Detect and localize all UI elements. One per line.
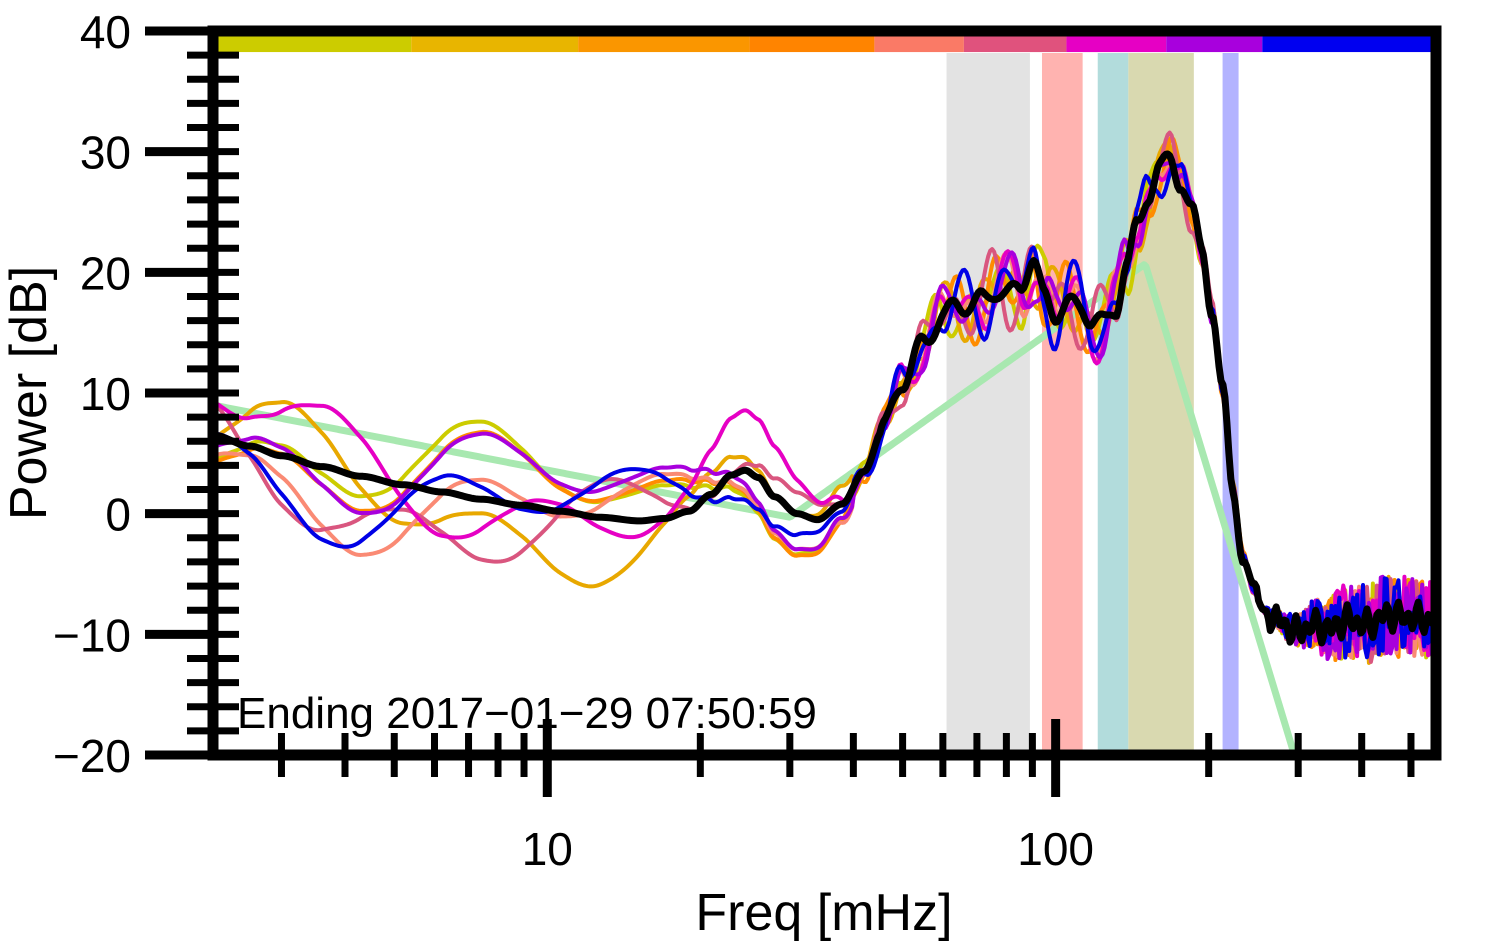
x-tick-label-100: 100 (1017, 823, 1094, 875)
y-tick-label-30: 30 (80, 127, 131, 179)
y-axis-tick-labels: −20 −10 0 10 20 30 40 (53, 6, 131, 782)
y-tick-label-10: 10 (80, 368, 131, 420)
y-axis-title: Power [dB] (0, 266, 58, 520)
spectra-curves-group (213, 130, 1436, 755)
colorbar-segment-2 (578, 35, 750, 53)
colorbar-segment-6 (1066, 35, 1167, 53)
y-tick-label-0: 0 (105, 489, 131, 541)
band-teal (1097, 53, 1129, 755)
band-periwinkle (1222, 53, 1239, 755)
y-axis-ticks (145, 26, 239, 760)
colorbar-segment-8 (1262, 35, 1436, 53)
colorbar-segment-3 (749, 35, 875, 53)
x-axis-tick-labels: 10 100 (522, 823, 1094, 875)
x-axis-ticks (277, 719, 1415, 797)
curve-mean (213, 150, 1436, 647)
x-tick-label-10: 10 (522, 823, 573, 875)
frequency-colorbar (213, 35, 1436, 53)
y-tick-label--20: −20 (53, 730, 131, 782)
y-tick-label-40: 40 (80, 6, 131, 58)
y-tick-label--10: −10 (53, 609, 131, 661)
x-axis-title: Freq [mHz] (695, 884, 952, 942)
ending-timestamp-label: Ending 2017−01−29 07:50:59 (237, 689, 817, 738)
colorbar-segment-1 (411, 35, 579, 53)
band-pink (1041, 53, 1083, 755)
colorbar-segment-0 (213, 35, 412, 53)
colorbar-segment-7 (1166, 35, 1263, 53)
band-gray (946, 53, 1030, 755)
colorbar-segment-4 (874, 35, 964, 53)
curve-trace-1 (213, 261, 1299, 755)
y-tick-label-20: 20 (80, 247, 131, 299)
colorbar-segment-5 (963, 35, 1067, 53)
